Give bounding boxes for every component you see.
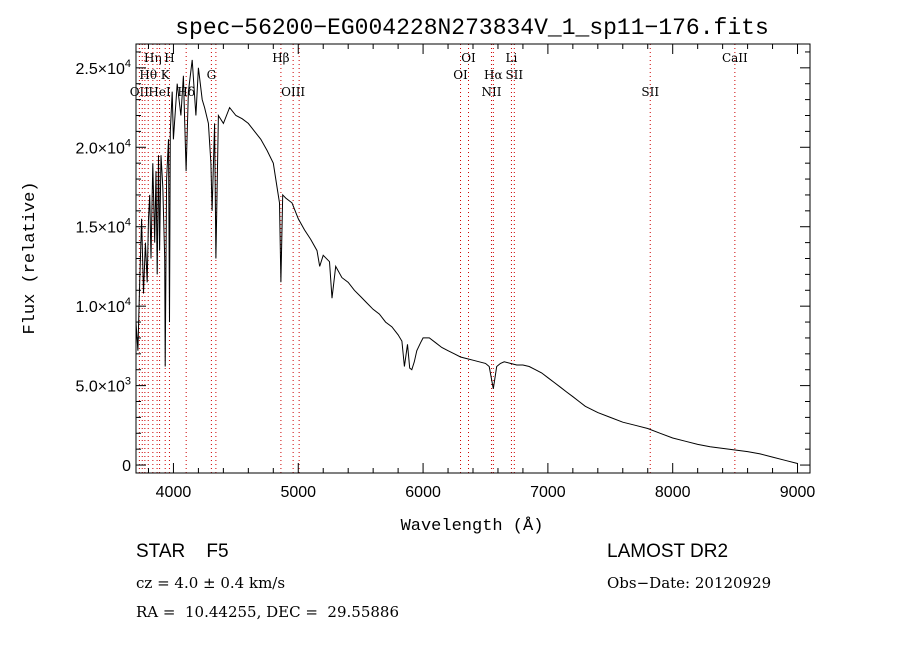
ra-dec-coordinates: RA = 10.44255, DEC = 29.55886: [136, 603, 400, 621]
y-tick-label: 0: [122, 458, 131, 475]
line-marker-label: G: [207, 68, 217, 82]
line-marker-label: Hα: [484, 68, 503, 82]
line-marker-label: NII: [481, 85, 501, 99]
line-marker-label: CaII: [722, 51, 748, 65]
line-marker-label: SII: [641, 85, 659, 99]
y-tick-label: 1.0×104: [75, 296, 131, 316]
chart-title: spec−56200−EG004228N273834V_1_sp11−176.f…: [175, 15, 769, 41]
plot-frame: [135, 43, 811, 474]
x-tick-label: 9000: [780, 484, 816, 501]
line-marker-label: Hθ: [139, 68, 157, 82]
y-tick-label: 2.0×104: [75, 137, 131, 157]
x-tick-label: 8000: [655, 484, 691, 501]
line-marker-label: OIII: [281, 85, 305, 99]
y-axis-ticks: 0 5.0×103 1.0×104 1.5×104 2.0×104 2.5×104: [75, 51, 810, 475]
x-axis-label: Wavelength (Å): [401, 517, 544, 536]
object-class: STAR F5: [136, 541, 229, 562]
x-tick-label: 4000: [156, 484, 192, 501]
x-tick-label: 5000: [280, 484, 316, 501]
redshift-cz: cz = 4.0 ± 0.4 km/s: [136, 574, 286, 592]
y-tick-label: 5.0×103: [75, 376, 131, 396]
x-axis-ticks: 4000 5000 6000 7000 8000 9000: [147, 44, 816, 501]
line-marker-label: SII: [505, 68, 523, 82]
survey-name: LAMOST DR2: [607, 541, 729, 562]
line-marker-label: Li: [506, 51, 518, 65]
line-marker-label: Hβ: [272, 51, 289, 65]
line-marker-label: HeI: [148, 85, 171, 99]
line-marker-label: OI: [461, 51, 476, 65]
line-marker-label: Hδ: [177, 85, 195, 99]
y-tick-label: 2.5×104: [75, 58, 131, 78]
x-tick-label: 7000: [530, 484, 566, 501]
y-tick-label: 1.5×104: [75, 217, 131, 237]
observation-date: Obs−Date: 20120929: [607, 574, 772, 592]
line-marker-label: OI: [453, 68, 468, 82]
x-tick-label: 6000: [405, 484, 441, 501]
line-marker-label: K: [161, 68, 171, 82]
line-marker-label: H: [164, 51, 174, 65]
line-marker-label: OII: [130, 85, 150, 99]
spectrum-line: [135, 59, 798, 464]
line-marker-label: Hη: [144, 51, 162, 65]
y-axis-label: Flux (relative): [21, 181, 40, 334]
